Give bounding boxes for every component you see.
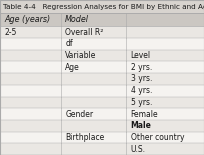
- Bar: [0, 120, 204, 132]
- Text: 5 yrs.: 5 yrs.: [131, 98, 152, 107]
- Bar: [0, 38, 204, 50]
- Text: df: df: [65, 39, 73, 48]
- Text: Overall R²: Overall R²: [65, 28, 104, 37]
- Text: 4 yrs.: 4 yrs.: [131, 86, 152, 95]
- Bar: [0, 61, 204, 73]
- Bar: [0, 85, 204, 97]
- Bar: [0, 132, 204, 143]
- Text: 3 yrs.: 3 yrs.: [131, 75, 152, 84]
- Text: Table 4-4   Regression Analyses for BMI by Ethnic and Age Groupings: Table 4-4 Regression Analyses for BMI by…: [3, 4, 204, 10]
- Text: Age (years): Age (years): [4, 15, 50, 24]
- Bar: [0, 143, 204, 155]
- Bar: [0, 13, 204, 26]
- Text: Birthplace: Birthplace: [65, 133, 104, 142]
- Text: Gender: Gender: [65, 110, 93, 119]
- Text: Female: Female: [131, 110, 158, 119]
- Text: 2 yrs.: 2 yrs.: [131, 63, 152, 72]
- Bar: [0, 26, 204, 38]
- Text: U.S.: U.S.: [131, 145, 146, 154]
- Text: 2-5: 2-5: [4, 28, 17, 37]
- Text: Age: Age: [65, 63, 80, 72]
- Bar: [0, 73, 204, 85]
- Bar: [0, 50, 204, 61]
- Text: Level: Level: [131, 51, 151, 60]
- Text: Male: Male: [131, 121, 151, 130]
- Bar: [0, 97, 204, 108]
- Bar: [0, 0, 204, 13]
- Text: Model: Model: [65, 15, 89, 24]
- Text: Variable: Variable: [65, 51, 97, 60]
- Bar: [0, 108, 204, 120]
- Text: Other country: Other country: [131, 133, 184, 142]
